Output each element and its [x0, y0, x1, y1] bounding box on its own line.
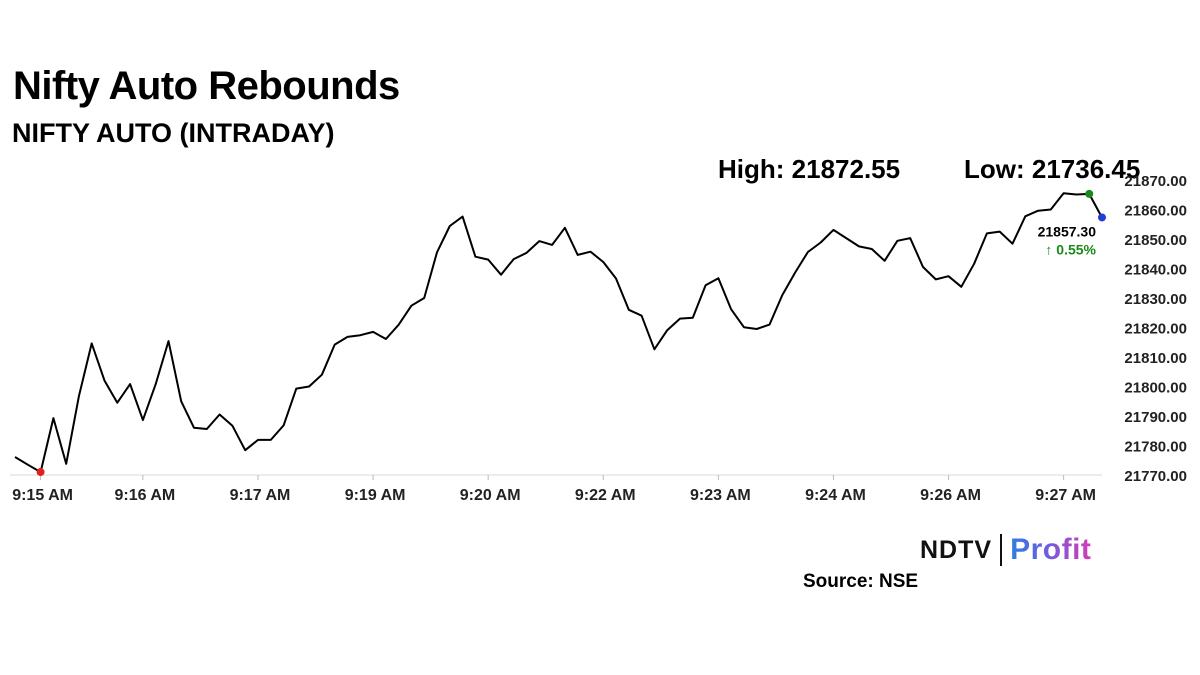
- y-tick-label: 21820.00: [1124, 321, 1187, 338]
- source-note: Source: NSE: [803, 571, 919, 592]
- y-tick-label: 21780.00: [1124, 439, 1187, 456]
- y-tick-label: 21770.00: [1124, 468, 1187, 485]
- brand-separator: [1000, 534, 1003, 566]
- high-point-marker: [1085, 189, 1094, 198]
- high-stat: High: 21872.55: [718, 154, 901, 184]
- change-percent-label: ↑ 0.55%: [1045, 241, 1096, 257]
- y-tick-label: 21850.00: [1124, 232, 1187, 249]
- last-point-marker: [1098, 213, 1106, 222]
- x-tick-label: 9:24 AM: [805, 487, 866, 504]
- ndtv-profit-logo: NDTV Profit: [920, 532, 1091, 568]
- y-tick-label: 21800.00: [1124, 380, 1187, 397]
- y-tick-label: 21860.00: [1124, 203, 1187, 220]
- x-tick-label: 9:17 AM: [230, 487, 291, 504]
- y-tick-label: 21830.00: [1124, 291, 1187, 308]
- x-tick-label: 9:19 AM: [345, 487, 406, 504]
- last-value-label: 21857.30: [1038, 223, 1097, 239]
- brand-ndtv: NDTV: [920, 535, 993, 564]
- low-point-marker: [36, 468, 45, 477]
- x-tick-label: 9:27 AM: [1035, 487, 1096, 504]
- x-tick-label: 9:23 AM: [690, 487, 751, 504]
- x-tick-label: 9:22 AM: [575, 487, 636, 504]
- y-tick-label: 21840.00: [1124, 262, 1187, 279]
- x-tick-label: 9:16 AM: [114, 487, 175, 504]
- chart-title: Nifty Auto Rebounds: [13, 64, 400, 108]
- chart-subtitle: NIFTY AUTO (INTRADAY): [12, 118, 335, 148]
- x-tick-label: 9:15 AM: [12, 487, 73, 504]
- x-tick-label: 9:20 AM: [460, 487, 521, 504]
- y-tick-label: 21870.00: [1124, 173, 1187, 190]
- x-tick-label: 9:26 AM: [920, 487, 981, 504]
- brand-profit: Profit: [1010, 533, 1092, 566]
- low-stat: Low: 21736.45: [964, 154, 1141, 184]
- y-tick-label: 21790.00: [1124, 409, 1187, 426]
- series-line: [14, 192, 1103, 474]
- y-tick-label: 21810.00: [1124, 350, 1187, 367]
